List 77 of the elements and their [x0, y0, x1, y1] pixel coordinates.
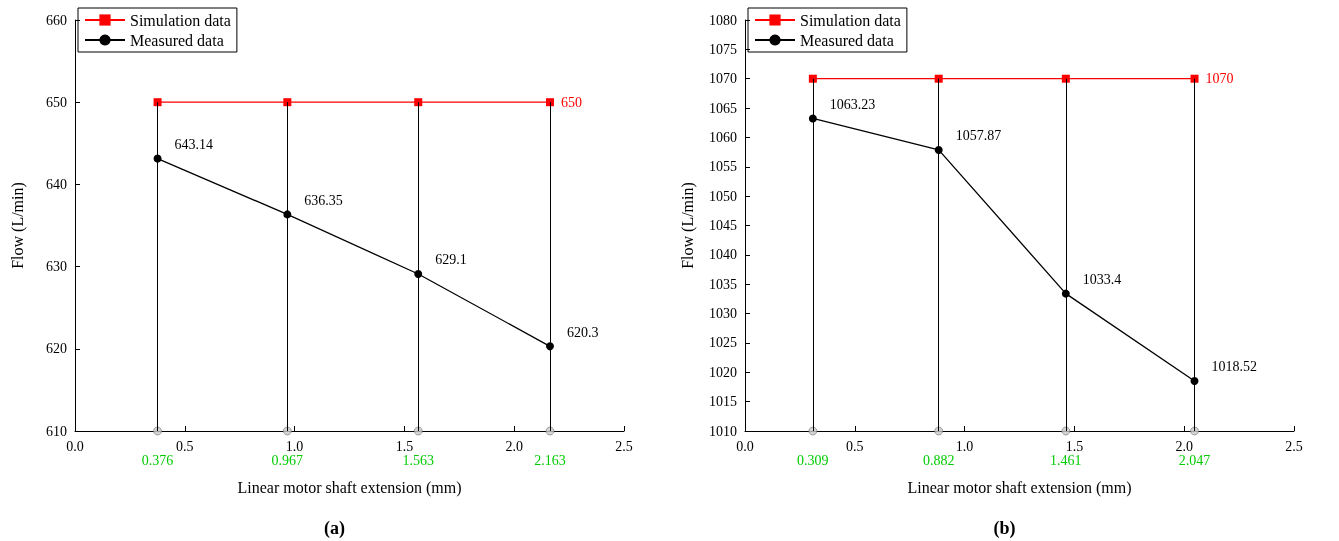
- x-tick-label: 1.0: [285, 438, 304, 454]
- annotation: 1.563: [402, 452, 434, 468]
- y-tick-label: 1075: [709, 41, 737, 57]
- point: [413, 426, 423, 436]
- y-axis-title: Flow (L/min): [678, 182, 697, 269]
- data-label: 1018.52: [1211, 359, 1258, 375]
- y-tick-label: 1060: [709, 129, 737, 145]
- y-tick-label: 1065: [709, 100, 737, 116]
- point: [808, 426, 818, 436]
- point: [153, 426, 162, 436]
- annotation: 0.967: [271, 452, 304, 468]
- data-label: 636.35: [304, 192, 343, 208]
- data-label: 643.14: [174, 137, 214, 153]
- data-label: 1070: [1205, 71, 1234, 87]
- text: (b): [993, 518, 1016, 539]
- annotation: 0.309: [797, 452, 829, 468]
- y-tick-label: 1070: [709, 71, 737, 87]
- y-tick-label: 630: [46, 259, 67, 275]
- annotation: 2.047: [1178, 452, 1211, 468]
- y-tick-label: 1025: [709, 335, 737, 351]
- x-tick-label: 0.0: [66, 438, 84, 454]
- legend-label: Simulation data: [130, 11, 231, 29]
- annotation: 2.163: [534, 452, 566, 468]
- data-label: 1063.23: [829, 96, 876, 112]
- x-axis-title: Linear motor shaft extension (mm): [907, 478, 1132, 497]
- data-label: 620.3: [566, 324, 599, 340]
- legend-label: Measured data: [130, 31, 224, 49]
- y-axis-title: Flow (L/min): [8, 182, 27, 269]
- legend-label: Simulation data: [800, 11, 901, 29]
- y-tick-label: 660: [46, 12, 67, 28]
- point: [414, 98, 423, 107]
- data-label: 1033.4: [1082, 272, 1122, 288]
- point: [1061, 426, 1071, 436]
- annotation: 0.882: [922, 452, 955, 468]
- y-tick-label: 620: [46, 341, 67, 357]
- point: [282, 426, 292, 436]
- x-axis-title: Linear motor shaft extension (mm): [237, 478, 462, 497]
- data-label: 650: [560, 94, 582, 110]
- data-label: 629.1: [435, 252, 467, 268]
- x-tick-label: 2.0: [505, 438, 523, 454]
- x-tick-label: 0.5: [176, 438, 194, 454]
- point: [1061, 74, 1070, 83]
- point: [934, 74, 943, 83]
- x-tick-label: 0.0: [736, 438, 754, 454]
- y-tick-label: 610: [46, 423, 67, 439]
- legend-label: Measured data: [800, 31, 894, 49]
- text: (a): [324, 518, 346, 539]
- point: [934, 426, 944, 436]
- point: [545, 426, 555, 436]
- y-tick-label: 1030: [709, 306, 737, 322]
- point: [808, 74, 817, 83]
- y-tick-label: 1010: [709, 423, 737, 439]
- x-tick-label: 2.5: [1285, 438, 1303, 454]
- data-label: 1057.87: [955, 128, 1002, 144]
- x-tick-label: 1.5: [395, 438, 414, 454]
- x-tick-label: 0.5: [846, 438, 864, 454]
- x-tick-label: 1.0: [955, 438, 974, 454]
- point: [1190, 426, 1199, 436]
- annotation: 1.461: [1050, 452, 1082, 468]
- x-tick-label: 1.5: [1065, 438, 1084, 454]
- y-tick-label: 1035: [709, 276, 737, 292]
- point: [283, 98, 292, 107]
- y-tick-label: 1050: [709, 188, 737, 204]
- y-tick-label: 1055: [709, 159, 737, 175]
- y-tick-label: 1020: [709, 364, 737, 380]
- point: [545, 98, 554, 107]
- y-tick-label: 1080: [709, 12, 737, 28]
- y-tick-label: 640: [46, 176, 67, 192]
- x-tick-label: 2.5: [615, 438, 633, 454]
- x-tick-label: 2.0: [1175, 438, 1193, 454]
- annotation: 0.376: [141, 452, 174, 468]
- y-tick-label: 1040: [709, 247, 737, 263]
- y-tick-label: 1045: [709, 218, 737, 233]
- point: [1190, 74, 1199, 83]
- y-tick-label: 1015: [709, 394, 737, 410]
- y-tick-label: 650: [46, 94, 67, 110]
- point: [153, 98, 162, 107]
